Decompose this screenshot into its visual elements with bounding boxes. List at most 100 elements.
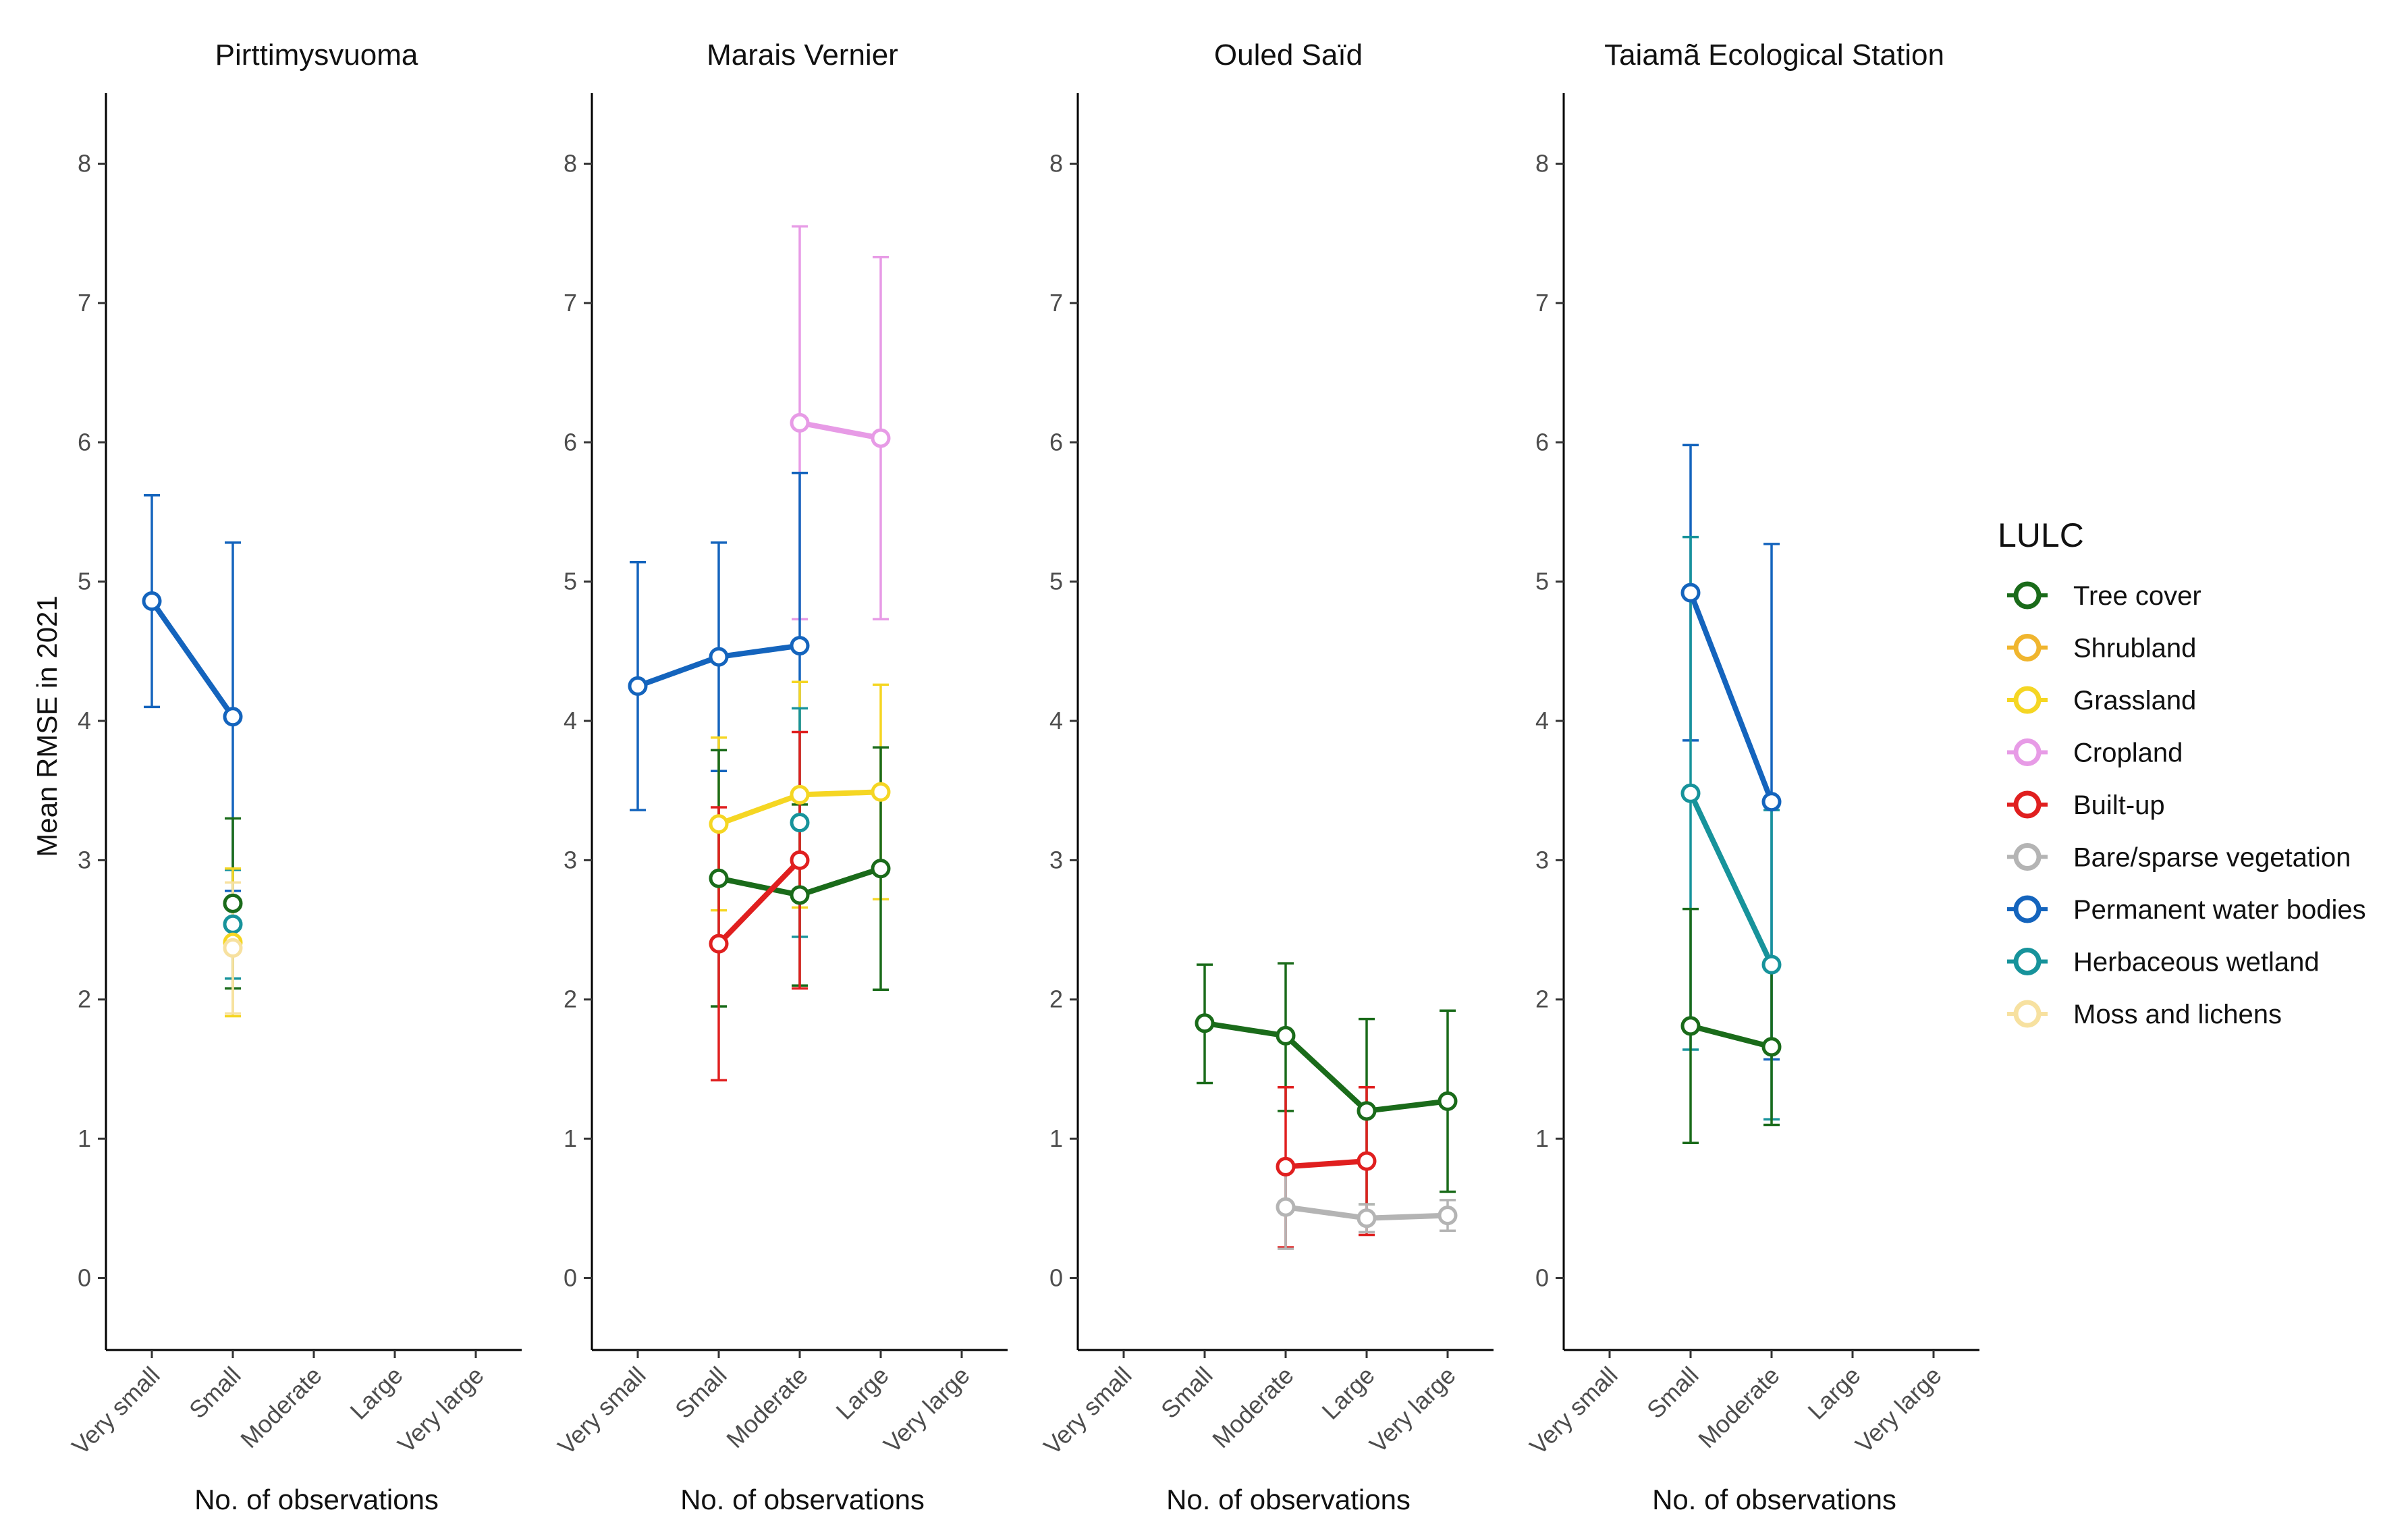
legend-label: Tree cover — [2073, 581, 2201, 611]
y-tick-label: 6 — [1535, 428, 1549, 456]
points-permanent-water-bodies — [142, 591, 243, 727]
data-point — [1438, 1091, 1458, 1111]
legend-item-built-up: Built-up — [2007, 790, 2165, 820]
data-point — [1276, 1197, 1296, 1217]
data-point — [1357, 1151, 1377, 1171]
data-point — [871, 782, 891, 802]
legend-item-bare-sparse-vegetation: Bare/sparse vegetation — [2007, 843, 2351, 873]
data-point — [790, 412, 810, 433]
data-point — [1276, 1025, 1296, 1046]
legend-item-cropland: Cropland — [2007, 738, 2183, 768]
legend-item-moss-and-lichens: Moss and lichens — [2007, 1000, 2282, 1029]
data-point — [628, 676, 648, 696]
y-tick-label: 6 — [564, 428, 577, 456]
data-point — [1761, 1037, 1782, 1057]
data-point — [1680, 583, 1701, 603]
legend-item-tree-cover: Tree cover — [2007, 581, 2201, 611]
series-line — [1690, 1023, 1772, 1050]
legend-label: Permanent water bodies — [2073, 895, 2366, 925]
data-point — [1276, 1156, 1296, 1177]
legend-key-marker — [2013, 581, 2042, 610]
data-point — [1357, 1101, 1377, 1121]
y-tick-label: 7 — [564, 289, 577, 317]
panel-title: Ouled Saïd — [1214, 38, 1363, 72]
y-tick-label: 5 — [564, 568, 577, 595]
legend-item-permanent-water-bodies: Permanent water bodies — [2007, 895, 2366, 925]
legend-label: Bare/sparse vegetation — [2073, 843, 2351, 873]
points-built-up — [1276, 1151, 1377, 1177]
y-tick-label: 2 — [78, 986, 91, 1013]
series-line — [149, 599, 236, 719]
y-axis-title: Mean RMSE in 2021 — [31, 595, 63, 857]
series-line — [799, 420, 881, 441]
y-tick-label: 6 — [78, 428, 91, 456]
points-permanent-water-bodies — [1680, 583, 1782, 812]
y-tick-label: 0 — [564, 1264, 577, 1291]
x-axis-title: No. of observations — [1652, 1484, 1896, 1515]
y-tick-label: 7 — [78, 289, 91, 317]
y-tick-label: 8 — [1535, 150, 1549, 178]
series-line — [717, 858, 802, 946]
points-tree-cover — [223, 893, 243, 913]
legend-title: LULC — [1998, 516, 2084, 554]
legend-key-marker — [2013, 634, 2042, 662]
points-built-up — [709, 850, 810, 954]
legend-label: Cropland — [2073, 738, 2183, 768]
y-tick-label: 4 — [1049, 707, 1063, 734]
data-point — [223, 914, 243, 934]
data-point — [1680, 783, 1701, 803]
data-point — [709, 647, 729, 667]
data-point — [1357, 1208, 1377, 1228]
y-tick-label: 3 — [564, 846, 577, 873]
y-tick-label: 1 — [1049, 1125, 1063, 1152]
data-point — [709, 934, 729, 954]
panel-title: Taiamã Ecological Station — [1604, 38, 1944, 72]
legend-key-marker — [2013, 948, 2042, 975]
panel-title: Marais Vernier — [707, 38, 898, 72]
data-point — [709, 868, 729, 888]
points-tree-cover — [1680, 1016, 1782, 1057]
y-tick-label: 3 — [78, 846, 91, 873]
legend-key-marker — [2013, 738, 2042, 766]
points-bare-sparse-vegetation — [1276, 1197, 1458, 1228]
data-point — [709, 814, 729, 834]
x-axis-title: No. of observations — [1166, 1484, 1411, 1515]
data-point — [790, 813, 810, 833]
y-tick-label: 4 — [1535, 707, 1549, 734]
y-tick-label: 2 — [1535, 986, 1549, 1013]
points-herbaceous-wetland — [223, 914, 243, 934]
points-herbaceous-wetland — [1680, 783, 1782, 975]
y-tick-label: 1 — [564, 1125, 577, 1152]
x-axis-title: No. of observations — [194, 1484, 439, 1515]
data-point — [790, 784, 810, 805]
data-point — [142, 591, 162, 612]
points-permanent-water-bodies — [628, 636, 810, 696]
series-line — [1204, 1020, 1448, 1114]
y-tick-label: 2 — [1049, 986, 1063, 1013]
legend: LULC Tree cover Shrubland Grassland Croplan… — [1998, 516, 2366, 1029]
points-herbaceous-wetland — [790, 813, 810, 833]
panel-title: Pirttimysvuoma — [215, 38, 418, 72]
y-tick-label: 1 — [1535, 1125, 1549, 1152]
y-tick-label: 8 — [1049, 150, 1063, 178]
y-tick-label: 1 — [78, 1125, 91, 1152]
series-line — [1688, 591, 1774, 803]
y-tick-label: 6 — [1049, 428, 1063, 456]
y-tick-label: 4 — [78, 707, 91, 734]
data-point — [1761, 954, 1782, 975]
points-tree-cover — [1195, 1013, 1458, 1121]
y-tick-label: 7 — [1049, 289, 1063, 317]
y-tick-label: 2 — [564, 986, 577, 1013]
y-tick-label: 0 — [78, 1264, 91, 1291]
legend-key-marker — [2013, 1000, 2042, 1028]
data-point — [871, 428, 891, 448]
y-tick-label: 8 — [564, 150, 577, 178]
y-tick-label: 0 — [1535, 1264, 1549, 1291]
y-tick-label: 5 — [78, 568, 91, 595]
data-point — [223, 707, 243, 727]
y-tick-label: 8 — [78, 150, 91, 178]
data-point — [790, 636, 810, 656]
data-point — [1438, 1206, 1458, 1226]
